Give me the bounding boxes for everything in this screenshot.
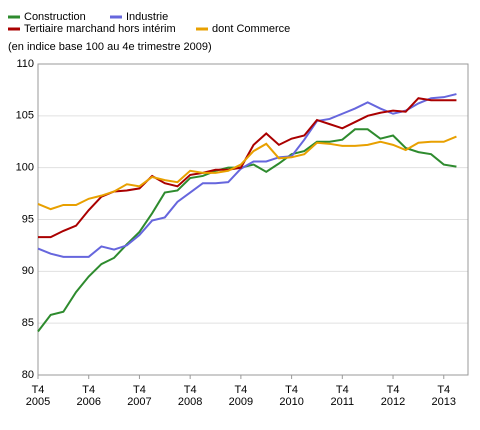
x-tick-label: 2010	[279, 396, 303, 408]
y-tick-label: 95	[22, 213, 34, 225]
legend-label: Industrie	[126, 11, 168, 23]
x-tick-label: 2009	[229, 396, 253, 408]
x-tick-label: 2005	[26, 396, 50, 408]
line-series	[37, 135, 457, 211]
x-tick-label: T4	[133, 384, 146, 396]
x-tick-label: 2012	[381, 396, 405, 408]
line-series	[37, 128, 457, 333]
y-tick-label: 80	[22, 369, 34, 381]
y-tick-label: 100	[16, 162, 34, 174]
x-tick-label: 2008	[178, 396, 202, 408]
y-tick-label: 110	[16, 58, 34, 70]
legend-label: Construction	[24, 11, 86, 23]
x-tick-label: T4	[437, 384, 450, 396]
y-tick-label: 85	[22, 317, 34, 329]
x-tick-label: 2011	[330, 396, 354, 408]
x-tick-label: T4	[32, 384, 45, 396]
legend-label: dont Commerce	[212, 23, 290, 35]
x-tick-label: 2006	[76, 396, 100, 408]
line-series	[37, 93, 457, 258]
x-tick-label: 2007	[127, 396, 151, 408]
x-tick-label: T4	[285, 384, 298, 396]
x-tick-label: T4	[234, 384, 247, 396]
plot-frame	[37, 63, 469, 376]
x-tick-label: T4	[184, 384, 197, 396]
x-tick-label: T4	[82, 384, 95, 396]
x-tick-label: 2013	[432, 396, 456, 408]
x-tick-label: T4	[387, 384, 400, 396]
legend-label: Tertiaire marchand hors intérim	[24, 23, 176, 35]
y-tick-label: 105	[16, 110, 34, 122]
chart-subtitle: (en indice base 100 au 4e trimestre 2009…	[8, 41, 212, 53]
y-tick-label: 90	[22, 265, 34, 277]
x-tick-label: T4	[336, 384, 349, 396]
